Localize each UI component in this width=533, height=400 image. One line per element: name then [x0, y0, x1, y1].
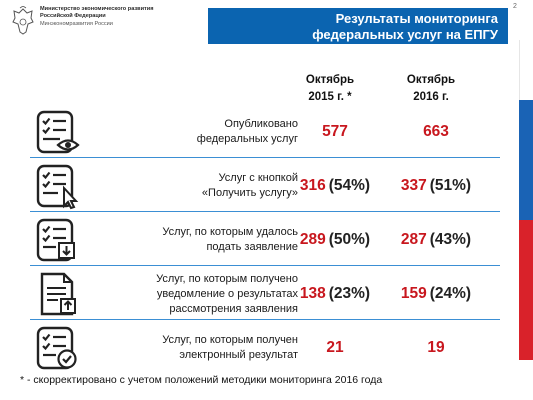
value-percent: (51%): [429, 177, 472, 194]
value-number: 577: [322, 123, 348, 140]
value-2015: 577: [285, 106, 385, 158]
table-row: Услуг, по которым получено уведомление о…: [30, 268, 500, 320]
checklist-cursor-icon: [36, 164, 79, 210]
row-label: Услуг, по которым получено уведомление о…: [96, 268, 298, 320]
row-label: Услуг с кнопкой «Получить услугу»: [96, 160, 298, 212]
row-label-line: Услуг, по которым получено: [156, 272, 298, 285]
value-number: 159: [400, 285, 427, 302]
table-row: Услуг, по которым получен электронный ре…: [30, 322, 500, 374]
table-row: Услуг с кнопкой «Получить услугу» 316 (54…: [30, 160, 500, 212]
column-header-2015: Октябрь 2015 г. *: [285, 72, 375, 106]
document-upload-icon: [40, 272, 76, 316]
value-number: 287: [400, 231, 427, 248]
value-2015: 316 (54%): [285, 160, 385, 212]
row-label-line: уведомление о результатах: [156, 287, 298, 300]
column-header-2016-month: Октябрь: [406, 74, 456, 86]
value-number: 21: [326, 339, 344, 356]
table-row: Опубликовано федеральных услуг 577 663: [30, 106, 500, 158]
column-header-2016-year: 2016 г.: [413, 91, 449, 103]
ministry-line-3: Минэкономразвития России: [40, 21, 113, 27]
flag-white: [519, 40, 533, 100]
column-header-2015-month: Октябрь: [305, 74, 355, 86]
value-2015: 21: [285, 322, 385, 374]
value-2016: 663: [386, 106, 486, 158]
value-2015: 289 (50%): [285, 214, 385, 266]
slide-title-line-2: федеральных услуг на ЕПГУ: [312, 27, 498, 42]
footnote: * - скорректировано с учетом положений м…: [20, 374, 383, 386]
row-label-line: Услуг с кнопкой: [218, 172, 298, 184]
value-2016: 287 (43%): [386, 214, 486, 266]
flag-red: [519, 220, 533, 360]
ministry-line-2: Российской Федерации: [40, 13, 106, 19]
value-number: 138: [299, 285, 326, 302]
row-label: Услуг, по которым удалось подать заявлен…: [96, 214, 298, 266]
row-label: Опубликовано федеральных услуг: [96, 106, 298, 158]
value-number: 289: [299, 231, 326, 248]
value-percent: (24%): [429, 285, 472, 302]
russian-flag-stripe: [519, 40, 533, 360]
row-label-line: Услуг, по которым удалось: [162, 226, 298, 238]
row-label-line: Опубликовано: [224, 118, 298, 130]
page-number: 2: [513, 3, 517, 10]
row-label-line: федеральных услуг: [196, 133, 298, 145]
value-2016: 337 (51%): [386, 160, 486, 212]
value-percent: (43%): [429, 231, 472, 248]
coat-of-arms-icon: [12, 6, 34, 35]
row-label-line: рассмотрения заявления: [169, 302, 298, 315]
column-header-2016: Октябрь 2016 г.: [386, 72, 476, 106]
row-label-line: «Получить услугу»: [201, 187, 298, 199]
value-2015: 138 (23%): [285, 268, 385, 320]
flag-blue: [519, 100, 533, 220]
slide-title-line-1: Результаты мониторинга: [335, 11, 498, 26]
checklist-approved-icon: [36, 326, 77, 370]
row-label: Услуг, по которым получен электронный ре…: [96, 322, 298, 374]
row-label-line: Услуг, по которым получен: [162, 334, 298, 346]
value-percent: (23%): [328, 285, 371, 302]
column-header-2015-year: 2015 г. *: [308, 91, 352, 103]
value-number: 663: [423, 123, 449, 140]
value-number: 337: [400, 177, 427, 194]
row-label-line: подать заявление: [206, 241, 298, 253]
value-2016: 19: [386, 322, 486, 374]
value-number: 316: [299, 177, 326, 194]
ministry-name: Министерство экономического развития Рос…: [40, 6, 200, 28]
value-number: 19: [427, 339, 445, 356]
checklist-download-icon: [36, 218, 75, 262]
table-row: Услуг, по которым удалось подать заявлен…: [30, 214, 500, 266]
value-percent: (54%): [328, 177, 371, 194]
checklist-eye-icon: [36, 110, 80, 154]
slide-title: Результаты мониторинга федеральных услуг…: [208, 8, 508, 44]
ministry-line-1: Министерство экономического развития: [40, 6, 154, 12]
value-percent: (50%): [328, 231, 371, 248]
row-label-line: электронный результат: [179, 349, 298, 361]
value-2016: 159 (24%): [386, 268, 486, 320]
